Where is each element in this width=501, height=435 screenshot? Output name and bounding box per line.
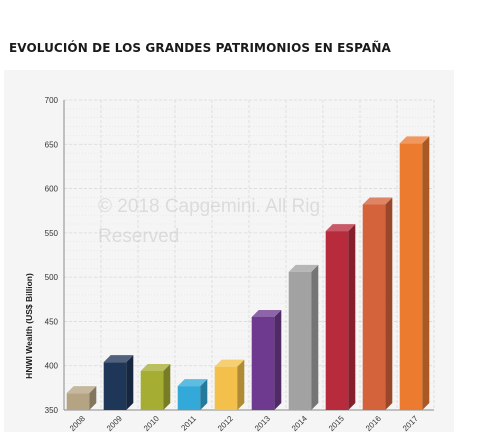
x-tick-label: 2013 bbox=[253, 414, 272, 432]
x-tick-label: 2012 bbox=[216, 414, 235, 432]
y-tick-label: 650 bbox=[45, 140, 59, 149]
x-tick-label: 2008 bbox=[68, 414, 87, 432]
bar-2016 bbox=[362, 197, 393, 410]
bar-front-face bbox=[399, 143, 423, 410]
x-tick-label: 2010 bbox=[142, 414, 161, 432]
bar-top-face bbox=[399, 136, 430, 144]
bar-side-face bbox=[89, 386, 97, 410]
bar-2009 bbox=[103, 355, 134, 410]
x-tick-label: 2011 bbox=[179, 414, 198, 432]
bar-side-face bbox=[200, 379, 208, 410]
bar-2008 bbox=[66, 386, 97, 410]
bar-top-face bbox=[362, 197, 393, 205]
bar-side-face bbox=[348, 224, 356, 410]
bar-side-face bbox=[311, 264, 319, 410]
bar-side-face bbox=[385, 197, 393, 410]
x-tick-label: 2017 bbox=[401, 414, 420, 432]
bar-top-face bbox=[214, 359, 245, 367]
y-tick-label: 600 bbox=[45, 185, 59, 194]
watermark-line-1: © 2018 Capgemini. All Rig bbox=[98, 196, 320, 217]
bar-2011 bbox=[177, 379, 208, 410]
bar-front-face bbox=[66, 393, 90, 410]
bar-top-face bbox=[288, 264, 319, 272]
bar-2015 bbox=[325, 224, 356, 410]
bar-2012 bbox=[214, 359, 245, 410]
x-tick-label: 2016 bbox=[364, 414, 383, 432]
bar-front-face bbox=[214, 366, 238, 410]
x-tick-label: 2009 bbox=[105, 414, 124, 432]
bar-front-face bbox=[325, 231, 349, 410]
bar-front-face bbox=[362, 204, 386, 410]
bar-side-face bbox=[422, 136, 430, 410]
bar-top-face bbox=[66, 386, 97, 394]
y-tick-label: 450 bbox=[45, 317, 59, 326]
x-axis-ticks: 2008 2009 2010 2011 2012 2013 2014 2015 2016 2017 bbox=[68, 414, 420, 432]
watermark-line-2: Reserved bbox=[98, 226, 179, 247]
y-axis-label: HNWI Wealth (US$ Billion) bbox=[24, 273, 34, 379]
y-tick-label: 550 bbox=[45, 229, 59, 238]
bar-side-face bbox=[126, 355, 134, 410]
y-tick-label: 400 bbox=[45, 362, 59, 371]
chart-panel: © 2018 Capgemini. All Rig Reserved 2008 2… bbox=[4, 70, 454, 432]
bar-top-face bbox=[325, 224, 356, 232]
bar-top-face bbox=[251, 310, 282, 317]
bar-2014 bbox=[288, 264, 319, 410]
bar-side-face bbox=[274, 310, 282, 410]
bar-top-face bbox=[177, 379, 208, 387]
y-tick-label: 700 bbox=[45, 96, 59, 105]
watermark: © 2018 Capgemini. All Rig Reserved bbox=[98, 196, 320, 247]
bar-side-face bbox=[237, 359, 245, 410]
bar-top-face bbox=[140, 364, 171, 372]
bar-chart: © 2018 Capgemini. All Rig Reserved 2008 2… bbox=[24, 96, 435, 432]
bar-2017 bbox=[399, 136, 430, 410]
y-tick-label: 500 bbox=[45, 273, 59, 282]
x-tick-label: 2014 bbox=[290, 414, 309, 432]
bar-front-face bbox=[177, 386, 201, 410]
bar-front-face bbox=[103, 362, 127, 410]
x-tick-label: 2015 bbox=[327, 414, 346, 432]
bar-top-face bbox=[103, 355, 134, 363]
bar-2010 bbox=[140, 364, 171, 410]
bar-front-face bbox=[288, 271, 312, 410]
bar-front-face bbox=[140, 371, 164, 410]
page-title: EVOLUCIÓN DE LOS GRANDES PATRIMONIOS EN … bbox=[9, 41, 391, 55]
bars bbox=[66, 136, 430, 410]
bar-side-face bbox=[163, 364, 171, 410]
bar-front-face bbox=[251, 317, 275, 410]
y-axis-ticks: 350 400 450 500 550 600 650 700 bbox=[45, 96, 59, 415]
y-tick-label: 350 bbox=[45, 406, 59, 415]
bar-2013 bbox=[251, 310, 282, 410]
